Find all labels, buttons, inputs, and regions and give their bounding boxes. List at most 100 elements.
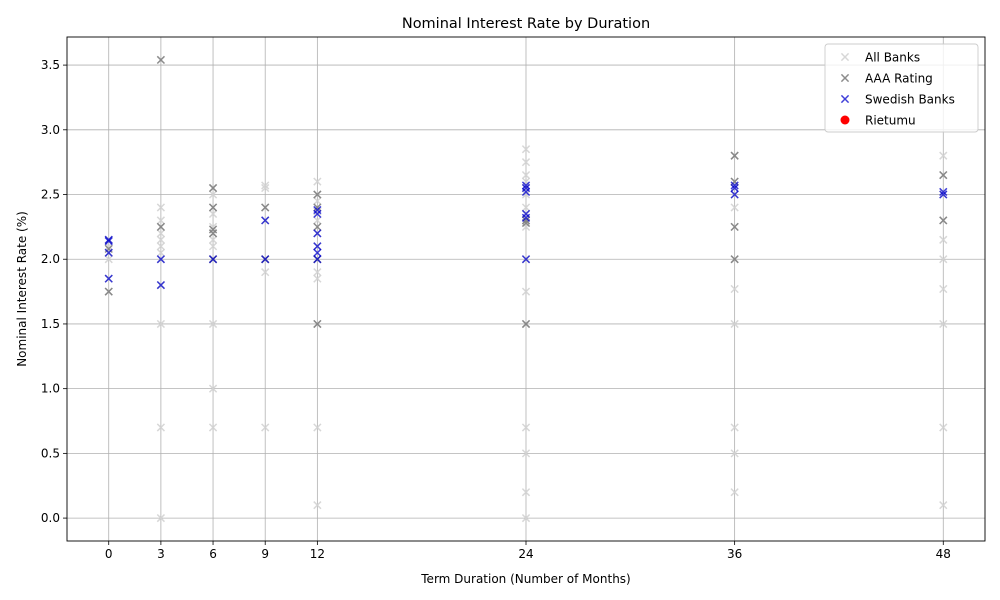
data-point: [261, 216, 270, 225]
data-point: [208, 242, 218, 251]
data-point: [313, 248, 322, 257]
data-point: [521, 449, 531, 458]
data-point: [521, 513, 531, 523]
data-point: [313, 255, 322, 264]
data-point: [939, 423, 948, 432]
data-point: [730, 203, 739, 212]
x-tick-label: 36: [727, 547, 742, 561]
data-point: [521, 287, 531, 296]
data-point: [939, 255, 948, 264]
data-point: [156, 216, 166, 225]
data-point: [313, 196, 322, 206]
data-point: [156, 319, 166, 329]
data-point: [104, 248, 113, 257]
data-point: [730, 183, 739, 193]
data-point: [730, 181, 739, 190]
data-point: [730, 423, 739, 432]
data-point: [521, 488, 531, 497]
data-point: [521, 209, 531, 219]
x-tick-label: 24: [518, 547, 533, 561]
data-point: [939, 319, 948, 329]
data-point: [730, 284, 739, 294]
data-point: [156, 229, 166, 238]
data-point: [208, 384, 218, 393]
data-point: [261, 255, 270, 264]
data-point: [521, 423, 531, 432]
y-tick-label: 2.5: [41, 188, 60, 202]
data-point: [104, 236, 113, 246]
data-point: [313, 222, 322, 232]
data-point: [156, 255, 166, 264]
x-tick-label: 12: [310, 547, 325, 561]
data-point: [313, 177, 322, 186]
legend-marker: [840, 73, 850, 83]
data-point: [521, 170, 531, 180]
legend-item: Swedish Banks: [840, 93, 955, 107]
legend-label: Swedish Banks: [865, 93, 955, 107]
data-point: [313, 216, 322, 225]
data-point: [313, 229, 322, 238]
data-point: [521, 158, 531, 167]
data-point: [730, 222, 739, 232]
data-point: [208, 319, 218, 329]
data-point: [261, 183, 270, 193]
y-tick-label: 3.0: [41, 123, 60, 137]
data-point: [521, 319, 531, 329]
data-point: [939, 216, 948, 225]
x-tick-label: 9: [261, 547, 269, 561]
legend-item: AAA Rating: [840, 72, 933, 86]
data-point: [104, 287, 113, 296]
data-point: [261, 203, 270, 212]
x-tick-label: 0: [105, 547, 113, 561]
data-point: [313, 268, 322, 277]
data-point: [104, 274, 113, 283]
data-point: [939, 151, 948, 160]
data-point: [730, 319, 739, 329]
data-point: [261, 423, 270, 432]
data-point: [730, 151, 739, 160]
data-point: [156, 203, 166, 212]
data-point: [156, 242, 166, 251]
data-point: [939, 187, 948, 197]
data-point: [156, 222, 166, 232]
data-point: [521, 203, 531, 212]
data-point: [313, 190, 322, 199]
data-point: [261, 268, 270, 277]
data-point: [313, 274, 322, 283]
y-axis-title: Nominal Interest Rate (%): [15, 211, 29, 367]
data-point: [313, 319, 322, 329]
data-point: [208, 423, 218, 432]
data-point: [156, 423, 166, 432]
legend-marker: [840, 94, 850, 104]
legend-box: [824, 43, 979, 133]
legend-label: Rietumu: [865, 114, 916, 128]
legend-label: All Banks: [865, 51, 920, 65]
data-point: [521, 183, 531, 193]
x-tick-label: 48: [936, 547, 951, 561]
data-point: [104, 255, 113, 264]
data-points: [104, 55, 948, 523]
x-tick-label: 6: [209, 547, 217, 561]
legend: All Banks AAA Rating Swedish Banks Rietumu: [824, 43, 979, 133]
data-point: [521, 145, 531, 154]
data-point: [156, 248, 166, 257]
data-point: [208, 225, 218, 234]
data-point: [313, 501, 322, 510]
y-tick-label: 1.5: [41, 317, 60, 331]
data-point: [939, 284, 948, 294]
y-axis-ticks: 0.0 0.5 1.0 1.5 2.0 2.5 3.0 3.5: [41, 58, 67, 525]
data-point: [939, 170, 948, 180]
legend-marker: [840, 115, 850, 125]
x-tick-label: 3: [157, 547, 165, 561]
data-point: [521, 255, 531, 264]
data-point: [313, 203, 322, 212]
data-point: [156, 235, 166, 244]
data-point: [208, 255, 218, 264]
y-tick-label: 0.5: [41, 446, 60, 460]
data-point: [208, 235, 218, 244]
data-point: [313, 423, 322, 432]
data-point: [156, 280, 166, 290]
y-tick-label: 0.0: [41, 511, 60, 525]
data-point: [208, 209, 218, 219]
